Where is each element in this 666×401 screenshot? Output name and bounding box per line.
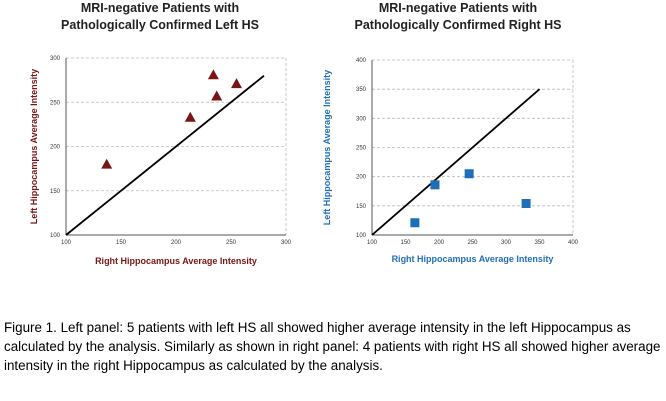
y-tick-label: 200 — [356, 175, 367, 181]
y-tick-label: 250 — [50, 100, 61, 106]
x-tick-label: 400 — [568, 240, 579, 246]
y-tick-label: 100 — [50, 233, 61, 239]
y-tick-label: 250 — [356, 146, 367, 152]
x-tick-label: 350 — [534, 240, 545, 246]
x-tick-label: 200 — [171, 240, 182, 246]
identity-line — [371, 88, 541, 236]
data-point-triangle — [184, 111, 196, 122]
data-point-square — [464, 169, 474, 179]
x-tick-label: 150 — [400, 240, 411, 246]
y-tick-label: 350 — [356, 87, 367, 93]
y-tick-label: 150 — [50, 189, 61, 195]
chart-panel-1: MRI-negative Patients with Pathologically… — [29, 1, 292, 266]
y-tick-label: 400 — [356, 58, 367, 64]
data-point-triangle — [211, 90, 223, 101]
data-point-triangle — [101, 158, 113, 169]
y-tick-label: 100 — [356, 233, 367, 239]
chart-panel-2: MRI-negative Patients with Pathologically… — [322, 1, 579, 264]
data-point-square — [410, 218, 420, 228]
chart-title-line: Pathologically Confirmed Right HS — [355, 18, 562, 32]
x-tick-label: 150 — [116, 240, 127, 246]
x-tick-label: 300 — [281, 240, 292, 246]
figure-caption: Figure 1. Left panel: 5 patients with le… — [4, 320, 661, 373]
x-tick-label: 250 — [226, 240, 237, 246]
x-tick-label: 100 — [367, 240, 378, 246]
data-point-square — [430, 180, 440, 190]
data-point-square — [521, 199, 531, 208]
y-tick-label: 300 — [356, 116, 367, 122]
chart-title-line: MRI-negative Patients with — [81, 1, 239, 15]
identity-line — [65, 74, 265, 236]
y-tick-label: 150 — [356, 204, 367, 210]
x-tick-label: 100 — [61, 240, 72, 246]
x-axis-label: Right Hippocampus Average Intensity — [392, 254, 554, 264]
y-tick-label: 300 — [50, 56, 61, 62]
chart-title-line: Pathologically Confirmed Left HS — [61, 18, 259, 32]
chart-title-line: MRI-negative Patients with — [379, 1, 537, 15]
x-tick-label: 300 — [501, 240, 512, 246]
data-point-triangle — [207, 69, 219, 80]
y-axis-label: Left Hippocampus Average Intensity — [29, 69, 39, 224]
y-tick-label: 200 — [50, 145, 61, 151]
x-tick-label: 250 — [467, 240, 478, 246]
data-point-triangle — [231, 78, 242, 89]
y-axis-label: Left Hippocampus Average Intensity — [322, 70, 332, 225]
x-tick-label: 200 — [434, 240, 445, 246]
chart-canvas: MRI-negative Patients with Pathologically… — [29, 1, 579, 266]
x-axis-label: Right Hippocampus Average Intensity — [95, 256, 257, 266]
